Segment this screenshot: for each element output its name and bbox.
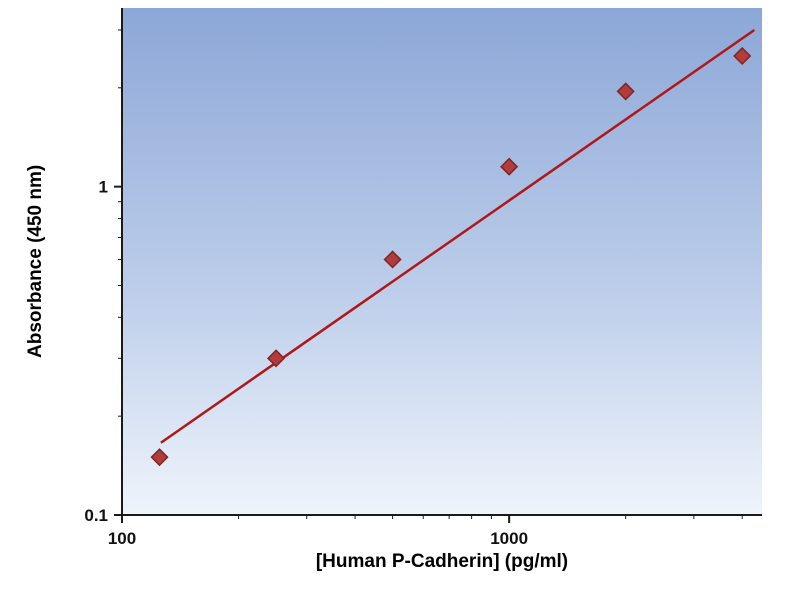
x-tick-label: 100: [108, 529, 136, 548]
data-point-marker: [500, 157, 519, 176]
y-axis-title: Absorbance (450 nm): [25, 164, 46, 359]
data-point-marker: [616, 82, 635, 101]
data-point-marker: [383, 250, 402, 269]
y-tick-label: 1: [99, 178, 108, 197]
y-tick-label: 0.1: [84, 506, 108, 525]
data-point-marker: [150, 448, 169, 467]
x-axis-title: [Human P-Cadherin] (pg/ml): [315, 551, 569, 572]
trend-line: [160, 28, 756, 444]
plot-background: [122, 8, 762, 515]
x-tick-label: 1000: [490, 529, 528, 548]
data-point-marker: [733, 46, 752, 66]
data-point-marker: [266, 349, 286, 368]
